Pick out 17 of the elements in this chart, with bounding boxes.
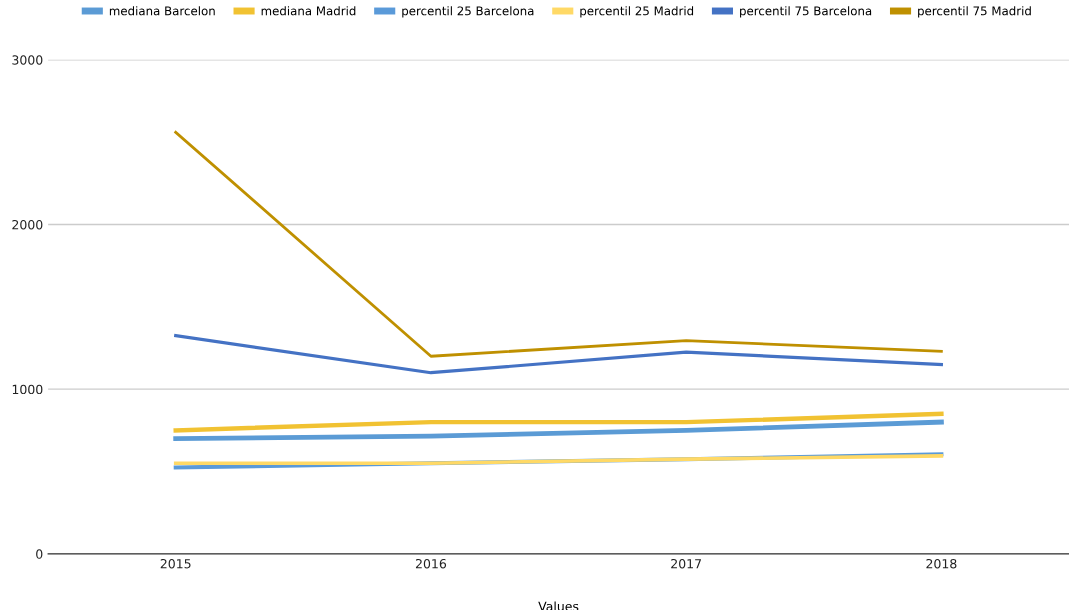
y-tick-label: 0	[36, 549, 43, 559]
x-tick-label: 2015	[160, 558, 191, 569]
line-series	[174, 130, 943, 358]
x-tick-label: 2018	[926, 558, 957, 569]
x-tick-label: 2016	[415, 558, 447, 569]
line-series	[173, 419, 944, 442]
legend-label: percentil 75 Barcelona	[740, 6, 872, 18]
legend-label: percentil 25 Madrid	[580, 6, 694, 18]
legend-label: percentil 75 Madrid	[918, 6, 1031, 18]
y-tick-label: 3000	[12, 55, 43, 65]
line-series	[174, 334, 943, 375]
legend-label: mediana Barcelon	[109, 6, 215, 16]
legend-label: percentil 25 Barcelona	[402, 6, 534, 18]
x-tick-label: 2017	[671, 558, 701, 569]
y-tick-label: 1000	[12, 384, 43, 395]
legend-label: mediana Madrid	[261, 6, 356, 16]
y-tick-label: 2000	[12, 219, 43, 230]
